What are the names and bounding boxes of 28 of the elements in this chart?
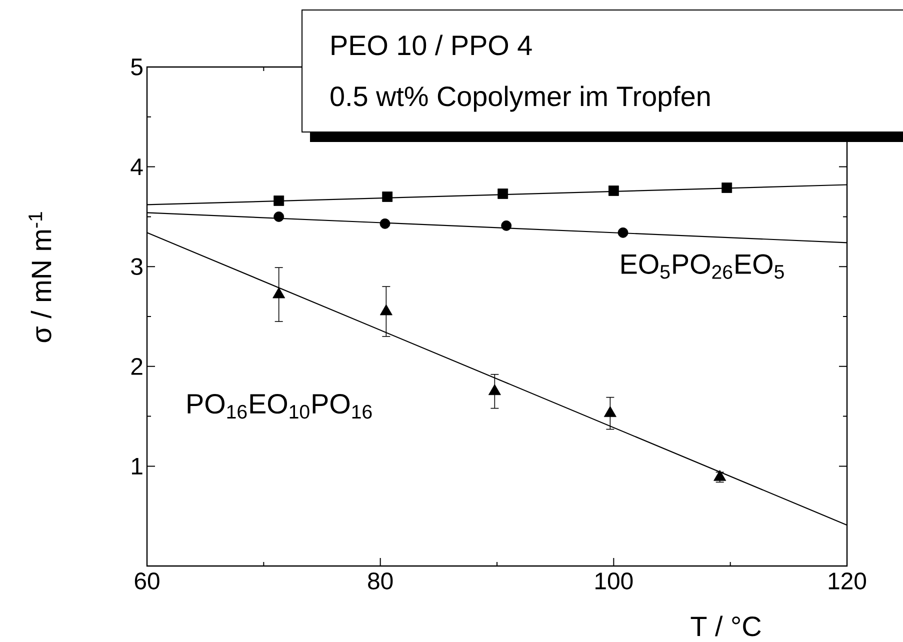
x-axis-title: T / °C xyxy=(690,616,761,636)
x-tick-label: 60 xyxy=(134,572,160,590)
point xyxy=(274,196,284,206)
y-tick-label: 5 xyxy=(131,58,142,76)
x-tick-label: 120 xyxy=(828,572,866,590)
annotation: PO$_{16}$EO$_{10}$PO$_{16}$ xyxy=(188,394,372,419)
point xyxy=(380,218,390,229)
point xyxy=(380,304,392,316)
chart-title: PEO 10 / PPO 4 xyxy=(332,34,532,56)
point xyxy=(604,406,616,418)
point xyxy=(488,384,501,396)
y-tick-label: 1 xyxy=(132,458,142,474)
y-tick-label: 3 xyxy=(131,258,142,276)
point xyxy=(382,192,393,202)
point xyxy=(722,182,732,193)
point xyxy=(274,211,284,222)
y-tick-label: 4 xyxy=(130,158,143,176)
y-tick-label: 2 xyxy=(131,358,142,375)
y-axis-title: σ / mN m$^{-1}$ xyxy=(28,212,52,342)
x-tick-label: 100 xyxy=(596,572,633,590)
point xyxy=(501,220,512,231)
point xyxy=(272,287,286,298)
text: 0.5 wt% Copolymer im Tropfen xyxy=(330,86,710,112)
point xyxy=(498,188,508,199)
point xyxy=(608,186,619,196)
point xyxy=(618,227,628,238)
annotation: EO$_{5}$PO$_{26}$EO$_{5}$ xyxy=(622,254,784,279)
x-tick-label: 80 xyxy=(368,572,393,590)
